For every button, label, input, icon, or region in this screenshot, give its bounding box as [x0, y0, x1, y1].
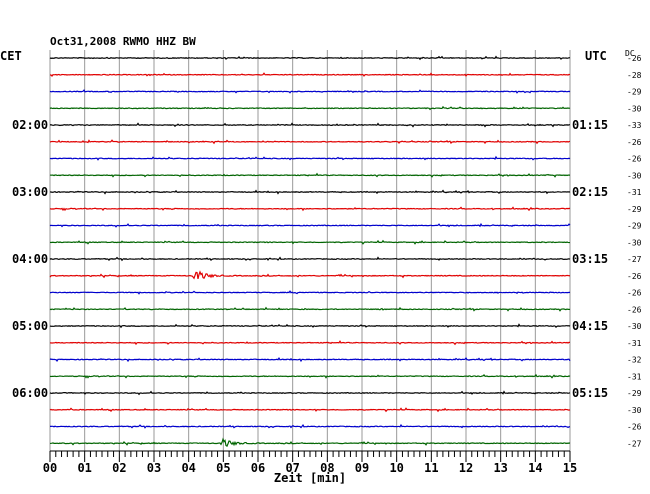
x-tick-label: 07 [285, 461, 299, 475]
cet-hour-label: 05:00 [12, 319, 48, 333]
trace-4 [49, 105, 571, 111]
trace-9 [49, 189, 571, 195]
trace-8 [49, 172, 571, 178]
x-tick-label: 15 [563, 461, 577, 475]
dc-value: -30 [627, 171, 642, 180]
utc-hour-label: 04:15 [572, 319, 608, 333]
trace-21 [49, 390, 571, 396]
hour-labels: 02:00 01:15 03:00 02:15 04:00 03:15 05:00 04:15… [12, 118, 608, 400]
dc-value: -27 [627, 255, 642, 264]
cet-hour-label: 06:00 [12, 386, 48, 400]
x-tick-label: 11 [424, 461, 438, 475]
x-tick-label: 12 [459, 461, 473, 475]
cet-hour-label: 03:00 [12, 185, 48, 199]
cet-axis-label: CET [0, 49, 22, 63]
dc-value: -30 [627, 322, 642, 331]
dc-value: -30 [627, 406, 642, 415]
dc-value: -27 [627, 439, 642, 448]
dc-value: -29 [627, 88, 642, 97]
x-axis-ticks: 00 01 02 03 04 05 06 07 08 09 10 11 12 13 14 15 [43, 451, 577, 475]
dc-value: -26 [627, 138, 642, 147]
trace-1 [49, 55, 571, 61]
x-tick-label: 14 [528, 461, 542, 475]
trace-15 [49, 290, 571, 295]
x-tick-label: 09 [355, 461, 369, 475]
dc-value: -29 [627, 389, 642, 398]
trace-10 [49, 206, 571, 212]
x-tick-label: 01 [77, 461, 91, 475]
trace-11 [49, 222, 571, 228]
trace-16 [49, 306, 571, 312]
trace-6 [49, 139, 571, 145]
trace-7 [49, 155, 571, 161]
trace-12 [49, 239, 570, 245]
dc-values: -26 -28 -29 -30 -33 -26 -26 -30 -31 -29 -29 -30 -27 -… [627, 54, 642, 448]
dc-value: -26 [627, 289, 642, 298]
dc-value: -30 [627, 238, 642, 247]
trace-3 [49, 89, 571, 94]
dc-value: -28 [627, 71, 642, 80]
x-tick-label: 00 [43, 461, 57, 475]
trace-17 [49, 323, 571, 329]
x-axis-label: Zeit [min] [274, 471, 346, 485]
x-tick-label: 06 [251, 461, 265, 475]
trace-5 [49, 122, 571, 128]
trace-lines [49, 55, 571, 448]
dc-value: -31 [627, 188, 642, 197]
chart-title: Oct31,2008 RWMO HHZ BW [50, 35, 196, 48]
trace-22 [49, 407, 571, 413]
utc-hour-label: 03:15 [572, 252, 608, 266]
utc-hour-label: 01:15 [572, 118, 608, 132]
dc-label: DC [625, 49, 635, 58]
dc-value: -33 [627, 121, 642, 130]
utc-axis-label: UTC [585, 49, 607, 63]
trace-19 [49, 356, 571, 363]
x-tick-label: 02 [112, 461, 126, 475]
trace-18 [49, 340, 570, 346]
utc-hour-label: 02:15 [572, 185, 608, 199]
trace-20 [49, 373, 571, 379]
cet-hour-label: 04:00 [12, 252, 48, 266]
dc-value: -26 [627, 54, 642, 63]
dc-value: -26 [627, 423, 642, 432]
trace-13 [49, 256, 571, 262]
dc-value: -26 [627, 305, 642, 314]
trace-14 [49, 270, 571, 280]
dc-value: -29 [627, 222, 642, 231]
dc-value: -32 [627, 356, 642, 365]
x-tick-label: 04 [181, 461, 195, 475]
trace-23 [49, 423, 571, 429]
utc-hour-label: 05:15 [572, 386, 608, 400]
trace-24 [49, 437, 571, 448]
x-tick-label: 13 [493, 461, 507, 475]
x-tick-label: 10 [389, 461, 403, 475]
x-tick-label: 08 [320, 461, 334, 475]
dc-value: -31 [627, 372, 642, 381]
x-tick-label: 05 [216, 461, 230, 475]
dc-value: -30 [627, 104, 642, 113]
dc-value: -26 [627, 155, 642, 164]
cet-hour-label: 02:00 [12, 118, 48, 132]
dc-value: -31 [627, 339, 642, 348]
trace-2 [49, 72, 571, 78]
x-tick-label: 03 [147, 461, 161, 475]
time-grid [49, 50, 571, 451]
dc-value: -26 [627, 272, 642, 281]
dc-value: -29 [627, 205, 642, 214]
